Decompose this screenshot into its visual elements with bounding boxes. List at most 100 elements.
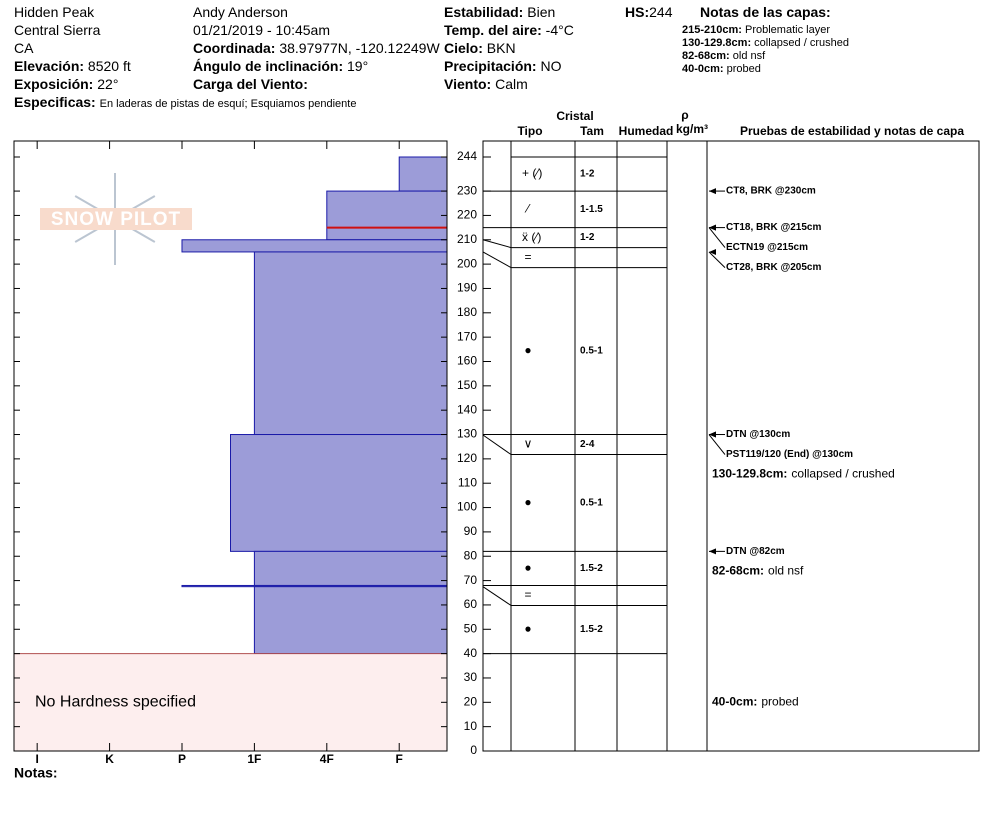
grain-type: = bbox=[524, 588, 531, 602]
y-tick-label: 230 bbox=[457, 183, 477, 197]
value: 244 bbox=[649, 4, 673, 20]
grain-size: 0.5-1 bbox=[580, 498, 603, 509]
note-range: 40-0cm: bbox=[712, 694, 757, 708]
note-text: probed bbox=[726, 63, 761, 75]
field: Cielo: BKN bbox=[444, 40, 516, 56]
test-label: CT18, BRK @215cm bbox=[726, 222, 821, 233]
layer-bar bbox=[230, 434, 448, 552]
field: Estabilidad: Bien bbox=[444, 4, 555, 20]
grain-size: 1-2 bbox=[580, 232, 595, 243]
label: Viento: bbox=[444, 76, 492, 92]
note-range: 215-210cm: bbox=[682, 24, 742, 36]
profile-note: 82-68cm: old nsf bbox=[712, 564, 804, 578]
note-range: 40-0cm: bbox=[682, 63, 724, 75]
value: 8520 ft bbox=[87, 58, 131, 74]
y-tick-label: 130 bbox=[457, 427, 477, 441]
y-tick-label: 100 bbox=[457, 500, 477, 514]
label: Ángulo de inclinación: bbox=[193, 58, 344, 74]
logo-flake bbox=[114, 195, 156, 220]
grain-size: 1-2 bbox=[580, 169, 595, 180]
note-range: 130-129.8cm: bbox=[682, 37, 752, 49]
note-range: 130-129.8cm: bbox=[712, 467, 787, 481]
y-tick-label: 244 bbox=[457, 149, 477, 163]
layer-note: 130-129.8cm: collapsed / crushed bbox=[682, 37, 849, 49]
layer-notes-title: Notas de las capas: bbox=[700, 4, 831, 20]
col-header: Humedad bbox=[619, 124, 674, 138]
y-tick-label: 40 bbox=[464, 646, 478, 660]
grain-type: = bbox=[524, 250, 531, 264]
note-text: collapsed / crushed bbox=[754, 37, 849, 49]
location: Hidden Peak bbox=[14, 4, 95, 20]
x-tick-label: I bbox=[35, 752, 38, 766]
arrow-head bbox=[709, 248, 716, 255]
col-header: ρ bbox=[681, 108, 688, 122]
logo-band bbox=[40, 208, 192, 230]
test-label: ECTN19 @215cm bbox=[726, 242, 808, 253]
row-connector bbox=[482, 434, 512, 455]
row-connector bbox=[482, 251, 512, 269]
col-header: Tipo bbox=[517, 124, 542, 138]
layer-note: 215-210cm: Problematic layer bbox=[682, 24, 830, 36]
y-tick-label: 180 bbox=[457, 305, 477, 319]
note-text: probed bbox=[761, 694, 798, 708]
value: NO bbox=[540, 58, 562, 74]
arrow-head bbox=[709, 548, 716, 555]
test-label: CT8, BRK @230cm bbox=[726, 186, 816, 197]
value: Bien bbox=[527, 4, 556, 20]
field: Coordinada: 38.97977N, -120.12249W bbox=[193, 40, 440, 56]
label: Temp. del aire: bbox=[444, 22, 542, 38]
layer-bar bbox=[326, 190, 448, 241]
range: Central Sierra bbox=[14, 22, 101, 38]
label: Elevación: bbox=[14, 58, 85, 74]
grain-type: ● bbox=[524, 495, 531, 509]
profile-note: 40-0cm: probed bbox=[712, 694, 799, 708]
field: Elevación: 8520 ft bbox=[14, 58, 131, 74]
col-header: Cristal bbox=[556, 109, 593, 123]
field: Viento: Calm bbox=[444, 76, 528, 92]
logo-flake bbox=[114, 218, 156, 243]
label: Carga del Viento: bbox=[193, 76, 308, 92]
label: Cielo: bbox=[444, 40, 483, 56]
test-label: PST119/120 (End) @130cm bbox=[726, 449, 853, 460]
grain-type: ẍ (⁄) bbox=[522, 230, 541, 244]
layer-bar bbox=[181, 239, 448, 253]
field: Carga del Viento: bbox=[193, 76, 308, 92]
grain-type: ● bbox=[524, 343, 531, 357]
grain-size: 0.5-1 bbox=[580, 346, 603, 357]
footer: Notas: bbox=[14, 765, 58, 781]
y-tick-label: 60 bbox=[464, 597, 478, 611]
grain-type: ● bbox=[524, 561, 531, 575]
x-tick-label: 1F bbox=[247, 752, 261, 766]
label: Coordinada: bbox=[193, 40, 276, 56]
field: Ángulo de inclinación: 19° bbox=[193, 58, 368, 74]
grain-size: 1.5-2 bbox=[580, 563, 603, 574]
y-tick-label: 90 bbox=[464, 524, 478, 538]
arrow-head bbox=[709, 224, 716, 231]
row-connector bbox=[482, 586, 512, 606]
value: 22° bbox=[97, 76, 119, 92]
grain-type: ⁄ bbox=[524, 202, 531, 216]
col-header: Tam bbox=[580, 124, 604, 138]
y-tick-label: 30 bbox=[464, 670, 478, 684]
note-text: Problematic layer bbox=[745, 24, 830, 36]
col-header: kg/m³ bbox=[676, 122, 708, 136]
y-tick-label: 0 bbox=[470, 743, 477, 757]
label: Estabilidad: bbox=[444, 4, 524, 20]
grain-size: 1-1.5 bbox=[580, 204, 603, 215]
logo: SNOW PILOT bbox=[40, 173, 192, 265]
x-tick-label: K bbox=[105, 752, 114, 766]
value: 38.97977N, -120.12249W bbox=[279, 40, 440, 56]
grain-type: ● bbox=[524, 622, 531, 636]
value: BKN bbox=[486, 40, 516, 56]
profile-note: 130-129.8cm: collapsed / crushed bbox=[712, 467, 895, 481]
logo-flake bbox=[74, 195, 116, 220]
field: Exposición: 22° bbox=[14, 76, 118, 92]
value: En laderas de pistas de esquí; Esquiamos… bbox=[99, 98, 357, 110]
layer-bar bbox=[398, 156, 448, 192]
layer-note: 82-68cm: old nsf bbox=[682, 50, 765, 62]
test-label: DTN @82cm bbox=[726, 546, 785, 557]
field: Temp. del aire: -4°C bbox=[444, 22, 574, 38]
value: -4°C bbox=[545, 22, 574, 38]
x-tick-label: 4F bbox=[320, 752, 334, 766]
y-tick-label: 70 bbox=[464, 573, 478, 587]
